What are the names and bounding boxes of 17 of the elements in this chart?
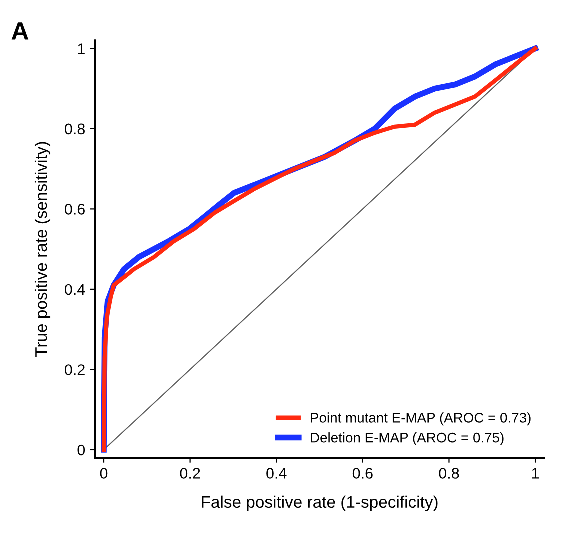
x-tick-label: 0.8 xyxy=(439,468,460,479)
x-tick-label: 1 xyxy=(532,468,540,479)
y-tick-label: 0.4 xyxy=(65,284,86,296)
x-axis-title: False positive rate (1-specificity) xyxy=(202,496,438,512)
y-tick-label: 0.2 xyxy=(65,364,85,376)
y-tick-label: 1 xyxy=(78,44,85,54)
chart-title: A xyxy=(12,22,29,40)
legend-label: Point mutant E-MAP (AROC = 0.73) xyxy=(311,412,531,426)
y-axis-title: True positive rate (sensitivity) xyxy=(34,142,51,357)
legend-label: Deletion E-MAP (AROC = 0.75) xyxy=(311,432,504,446)
y-tick-label: 0 xyxy=(78,444,86,456)
x-tick-label: 0.6 xyxy=(352,468,373,479)
y-tick-label: 0.6 xyxy=(65,204,85,215)
x-tick-label: 0.2 xyxy=(180,468,200,479)
y-tick-label: 0.8 xyxy=(65,124,85,135)
x-tick-label: 0 xyxy=(100,468,108,479)
x-tick-label: 0.4 xyxy=(266,468,287,479)
